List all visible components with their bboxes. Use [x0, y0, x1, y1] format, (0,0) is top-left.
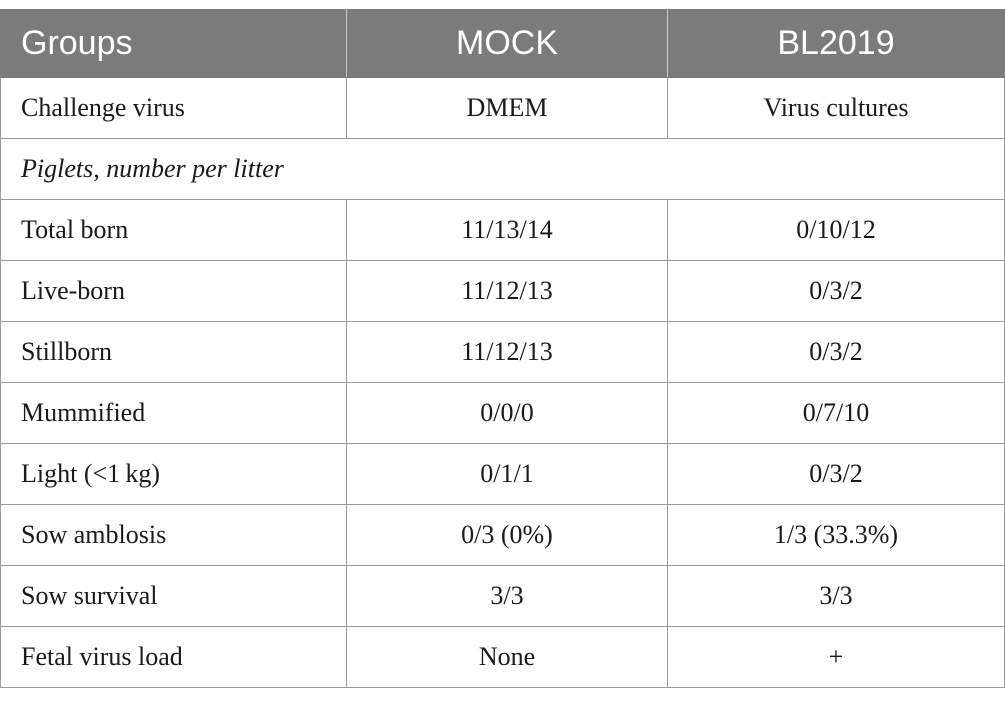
table-row: Sow amblosis 0/3 (0%) 1/3 (33.3%): [0, 504, 1005, 566]
header-groups: Groups: [0, 9, 347, 78]
cell-bl2019: 3/3: [667, 565, 1005, 627]
table-row-challenge-virus: Challenge virus DMEM Virus cultures: [0, 77, 1005, 139]
table-header: Groups MOCK BL2019: [0, 9, 1005, 78]
cell-mock: 11/12/13: [346, 260, 668, 322]
cell-mock: 11/13/14: [346, 199, 668, 261]
table-row: Stillborn 11/12/13 0/3/2: [0, 321, 1005, 383]
cell-mock: 11/12/13: [346, 321, 668, 383]
table-row: Mummified 0/0/0 0/7/10: [0, 382, 1005, 444]
cell-mock: DMEM: [346, 77, 668, 139]
table-row: Total born 11/13/14 0/10/12: [0, 199, 1005, 261]
header-row: Groups MOCK BL2019: [0, 9, 1005, 78]
row-label: Sow amblosis: [0, 504, 347, 566]
cell-mock: 0/1/1: [346, 443, 668, 505]
cell-bl2019: +: [667, 626, 1005, 688]
row-label: Fetal virus load: [0, 626, 347, 688]
section-label: Piglets, number per litter: [0, 138, 1005, 200]
results-table: Groups MOCK BL2019 Challenge virus DMEM …: [0, 9, 1005, 688]
cell-mock: 0/3 (0%): [346, 504, 668, 566]
row-label: Challenge virus: [0, 77, 347, 139]
table-row: Fetal virus load None +: [0, 626, 1005, 688]
cell-bl2019: 0/3/2: [667, 260, 1005, 322]
table-row: Sow survival 3/3 3/3: [0, 565, 1005, 627]
row-label: Mummified: [0, 382, 347, 444]
header-mock: MOCK: [346, 9, 668, 78]
section-row-piglets: Piglets, number per litter: [0, 138, 1005, 200]
cell-mock: 3/3: [346, 565, 668, 627]
cell-bl2019: 1/3 (33.3%): [667, 504, 1005, 566]
row-label: Sow survival: [0, 565, 347, 627]
cell-bl2019: 0/3/2: [667, 321, 1005, 383]
table-row: Live-born 11/12/13 0/3/2: [0, 260, 1005, 322]
cell-mock: None: [346, 626, 668, 688]
row-label: Total born: [0, 199, 347, 261]
table-body: Challenge virus DMEM Virus cultures Pigl…: [0, 77, 1005, 688]
cell-bl2019: 0/10/12: [667, 199, 1005, 261]
cell-bl2019: 0/7/10: [667, 382, 1005, 444]
row-label: Light (<1 kg): [0, 443, 347, 505]
cell-mock: 0/0/0: [346, 382, 668, 444]
table-row: Light (<1 kg) 0/1/1 0/3/2: [0, 443, 1005, 505]
row-label: Live-born: [0, 260, 347, 322]
cell-bl2019: 0/3/2: [667, 443, 1005, 505]
row-label: Stillborn: [0, 321, 347, 383]
header-bl2019: BL2019: [667, 9, 1005, 78]
cell-bl2019: Virus cultures: [667, 77, 1005, 139]
